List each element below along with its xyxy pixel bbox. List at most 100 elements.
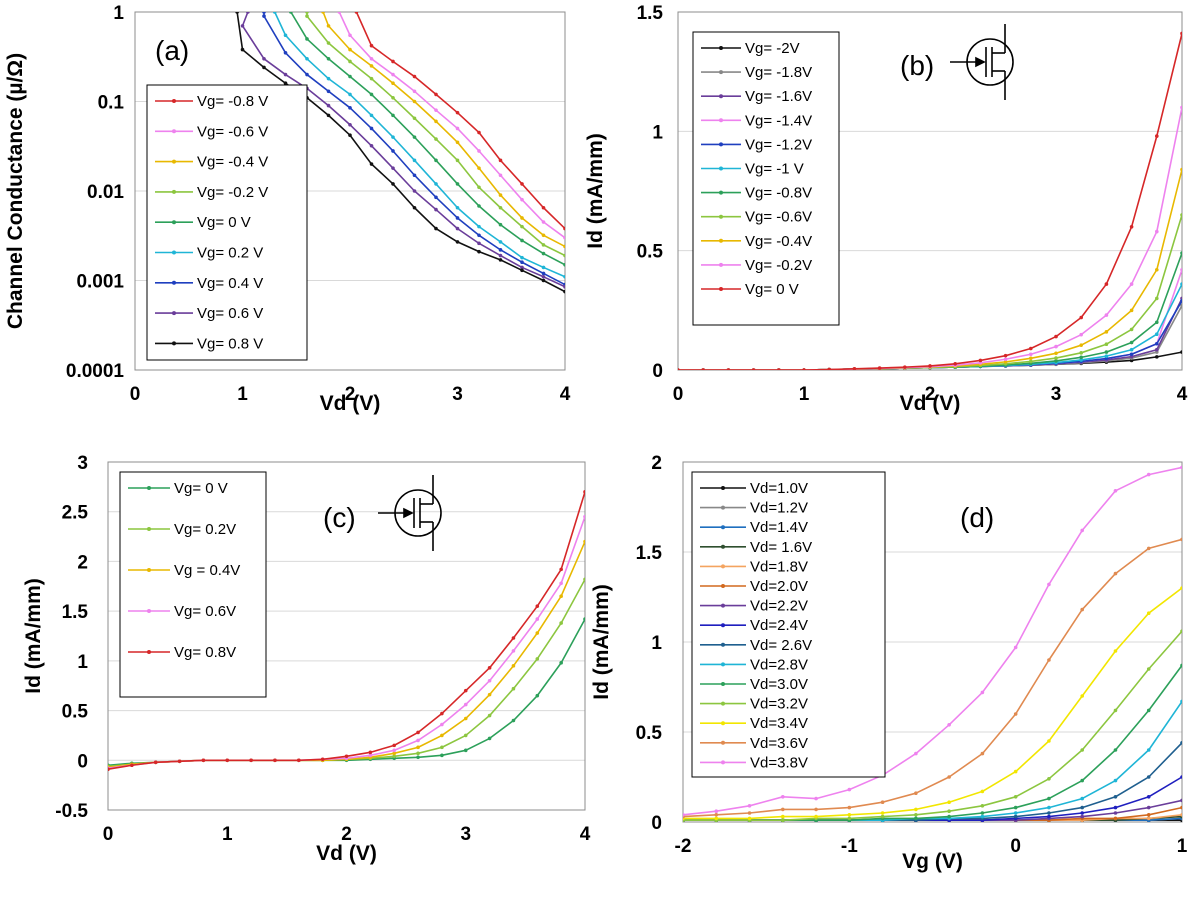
- data-point: [1180, 663, 1182, 668]
- y-tick-label: 0.01: [87, 182, 124, 203]
- data-point: [487, 666, 492, 670]
- data-point: [1113, 489, 1118, 493]
- legend-label: Vg= 0 V: [174, 480, 228, 497]
- y-tick-label: 0: [652, 361, 663, 382]
- legend-marker: [721, 721, 725, 726]
- data-point: [914, 807, 918, 812]
- legend-marker: [172, 341, 176, 346]
- x-tick-label: 0: [673, 384, 684, 405]
- series-5: [272, 12, 565, 279]
- legend-label: Vg= -0.8 V: [197, 93, 268, 110]
- data-point: [847, 816, 852, 821]
- data-point: [563, 289, 565, 294]
- data-point: [235, 12, 239, 14]
- legend-label: Vg= 0.2 V: [197, 245, 263, 262]
- data-point: [1003, 357, 1008, 362]
- data-point: [980, 804, 985, 808]
- data-point: [541, 220, 546, 224]
- data-point: [416, 738, 420, 743]
- legend: Vg= -2V Vg= -1.8V Vg= -1.6V Vg= -1.4V Vg= -1…: [692, 31, 840, 326]
- data-point: [1146, 472, 1151, 477]
- data-point: [369, 56, 374, 61]
- data-point: [1080, 607, 1084, 612]
- data-point: [1104, 342, 1109, 347]
- data-point: [535, 693, 540, 698]
- legend-label: Vg= -0.2V: [745, 257, 812, 274]
- y-tick-label: 1.5: [637, 3, 664, 24]
- legend-marker: [719, 287, 723, 291]
- data-point: [416, 751, 420, 756]
- data-point: [283, 51, 288, 55]
- data-point: [1054, 356, 1058, 360]
- legend-marker: [147, 650, 151, 654]
- data-point: [928, 364, 932, 368]
- data-point: [1013, 795, 1018, 799]
- data-point: [369, 162, 374, 166]
- data-point: [541, 278, 546, 283]
- legend-marker: [721, 544, 725, 549]
- legend-marker: [721, 584, 725, 588]
- data-point: [320, 757, 325, 762]
- data-point: [369, 113, 374, 118]
- data-point: [1155, 267, 1159, 272]
- data-point: [1079, 358, 1083, 362]
- data-point: [1180, 741, 1182, 745]
- series-7: [240, 12, 565, 289]
- data-point: [1155, 296, 1159, 301]
- data-point: [903, 365, 907, 369]
- data-point: [498, 258, 503, 262]
- legend-label: Vd=2.4V: [750, 617, 808, 634]
- data-point: [326, 76, 331, 81]
- legend-label: Vg= -0.8V: [745, 185, 812, 202]
- data-point: [1146, 667, 1151, 671]
- data-point: [416, 745, 420, 750]
- data-point: [814, 807, 818, 812]
- data-point: [1104, 313, 1109, 317]
- legend-marker: [719, 118, 723, 123]
- data-point: [455, 205, 460, 210]
- data-point: [953, 361, 957, 366]
- data-point: [326, 113, 331, 118]
- data-point: [391, 81, 395, 86]
- y-tick-label: 0.5: [637, 242, 664, 263]
- x-tick-label: 0: [130, 384, 141, 405]
- data-point: [130, 763, 134, 768]
- data-point: [563, 226, 565, 231]
- data-point: [240, 24, 245, 28]
- data-point: [477, 249, 481, 254]
- data-point: [1146, 611, 1151, 615]
- data-point: [434, 137, 438, 141]
- legend-label: Vd=3.4V: [750, 715, 808, 732]
- x-tick-label: 0: [103, 824, 114, 845]
- y-tick-label: 0.1: [98, 93, 125, 114]
- data-point: [535, 604, 540, 608]
- data-point: [1146, 708, 1151, 713]
- data-point: [1129, 308, 1134, 313]
- data-point: [1013, 814, 1018, 819]
- data-point: [583, 539, 585, 544]
- data-point: [1146, 805, 1151, 810]
- legend-marker: [719, 94, 723, 99]
- data-point: [814, 814, 818, 819]
- x-axis-label: Vd (V): [900, 392, 961, 415]
- y-tick-label: 0.5: [636, 723, 663, 744]
- data-point: [1155, 341, 1159, 346]
- legend-marker: [719, 214, 723, 219]
- legend-marker: [172, 311, 176, 316]
- data-point: [535, 631, 540, 635]
- legend-marker: [721, 603, 725, 608]
- data-point: [511, 664, 516, 668]
- x-tick-label: 3: [1051, 384, 1062, 405]
- data-point: [1080, 805, 1084, 810]
- data-point: [847, 787, 852, 792]
- legend-label: Vg= -0.6V: [745, 209, 812, 226]
- series-14: [683, 465, 1182, 817]
- data-point: [1180, 699, 1182, 704]
- legend-label: Vg= 0.2V: [174, 521, 236, 538]
- data-point: [1129, 352, 1134, 357]
- data-point: [1113, 778, 1118, 783]
- data-point: [326, 41, 331, 45]
- data-point: [391, 182, 395, 186]
- data-point: [1129, 327, 1134, 332]
- y-tick-label: 1.5: [636, 543, 663, 564]
